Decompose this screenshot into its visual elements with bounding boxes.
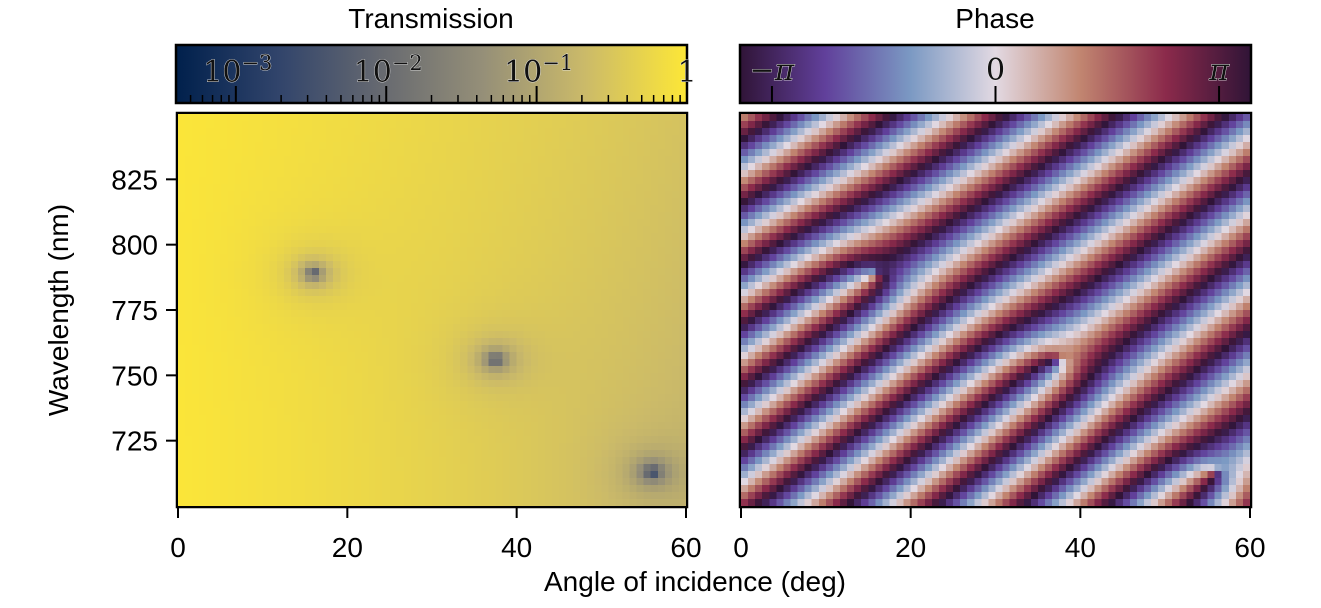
transmission-title: Transmission (348, 3, 513, 34)
phase-colorbar-ticks: −π 0 π (749, 53, 1231, 103)
transmission-x-tick-label: 60 (670, 532, 701, 563)
phase-title: Phase (955, 3, 1034, 34)
phase-heatmap (741, 114, 1250, 506)
phase-x-tick-label: 60 (1234, 532, 1265, 563)
phase-colorbar-tick-label: 0 (986, 53, 1005, 88)
y-tick-label: 825 (111, 164, 158, 195)
transmission-x-tick-label: 20 (332, 532, 363, 563)
transmission-colorbar-tick-label: 1 (677, 55, 696, 90)
transmission-colorbar-ticks: 10−3 10−2 10−1 1 (175, 51, 697, 103)
phase-x-tick-label: 40 (1065, 532, 1096, 563)
transmission-heatmap (178, 114, 686, 506)
transmission-x-tick-label: 40 (501, 532, 532, 563)
phase-colorbar-tick-label: −π (750, 53, 796, 88)
transmission-colorbar-tick-label: 10−3 (203, 51, 272, 90)
axes-ticks: 0 20 40 60 725 750 775 800 825 0 20 40 60 (111, 164, 1265, 563)
x-axis-label: Angle of incidence (deg) (544, 566, 846, 597)
phase-colorbar: −π 0 π (738, 43, 1253, 105)
phase-plot-frame (738, 111, 1253, 509)
transmission-x-tick-label: 0 (170, 532, 186, 563)
transmission-colorbar-tick-label: 10−1 (504, 51, 573, 90)
y-tick-label: 800 (111, 230, 158, 261)
phase-x-tick-label: 0 (733, 532, 749, 563)
y-tick-label: 750 (111, 360, 158, 391)
y-tick-label: 775 (111, 295, 158, 326)
phase-x-tick-label: 20 (895, 532, 926, 563)
transmission-colorbar: 10−3 10−2 10−1 1 (174, 43, 697, 105)
transmission-colorbar-fill (176, 45, 687, 103)
y-tick-label: 725 (111, 426, 158, 457)
y-axis-label: Wavelength (nm) (43, 204, 74, 416)
phase-colorbar-tick-label: π (1208, 53, 1230, 88)
transmission-colorbar-tick-label: 10−2 (354, 51, 423, 90)
